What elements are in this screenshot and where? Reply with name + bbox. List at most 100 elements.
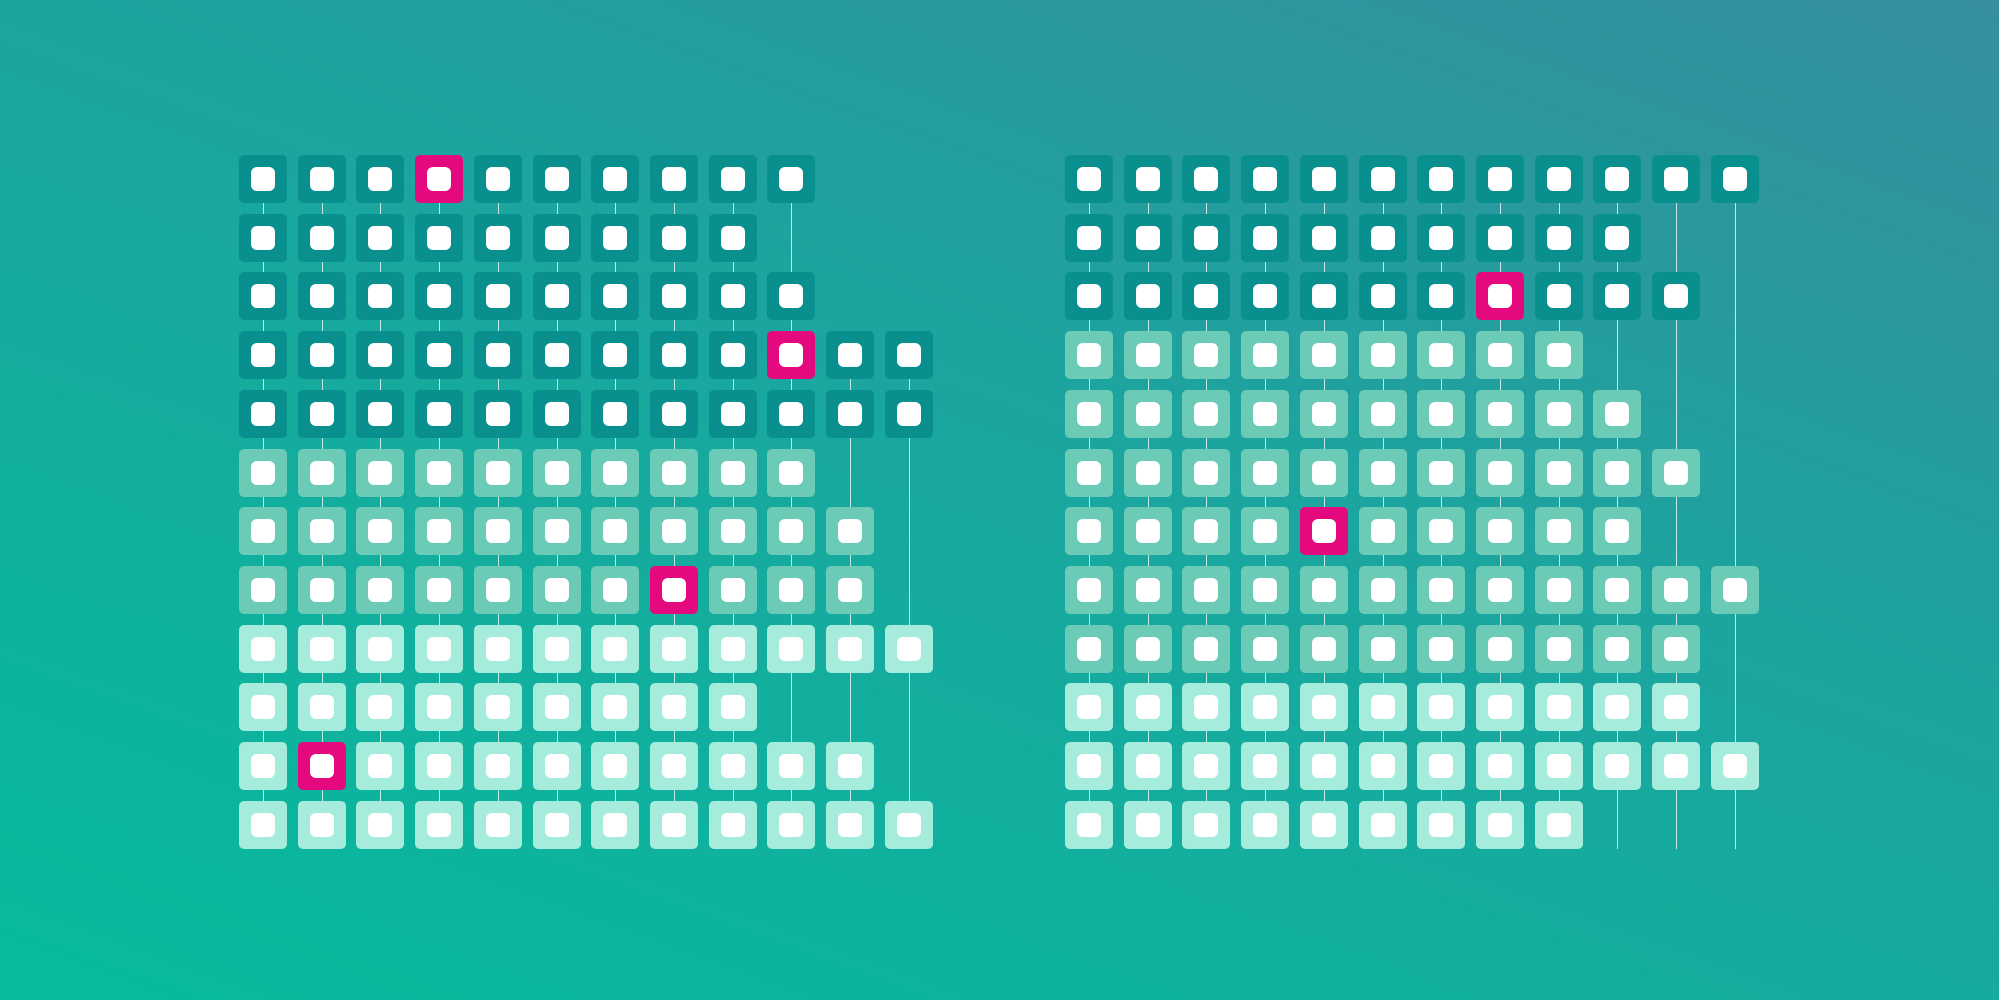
highlighted-tile [297, 742, 346, 790]
tile [591, 331, 640, 380]
tile [649, 742, 698, 790]
tile [1182, 389, 1231, 438]
tile-dot [544, 284, 569, 309]
tile [1065, 331, 1113, 380]
tile [415, 272, 464, 321]
tile [1534, 800, 1583, 849]
tile [473, 272, 522, 321]
tile [473, 624, 522, 673]
tile [297, 389, 346, 438]
tile [1123, 448, 1172, 497]
tile [1593, 272, 1642, 321]
tile-dot [1370, 343, 1395, 368]
tile-dot [720, 343, 745, 368]
tile-dot [1487, 460, 1512, 485]
tile [1652, 155, 1700, 203]
tile [415, 507, 464, 556]
tile [1299, 800, 1348, 849]
tile [1065, 565, 1113, 614]
tile-dot [427, 343, 452, 368]
tile [708, 448, 757, 497]
tile-dot [1429, 343, 1454, 368]
tile-dot [1370, 401, 1395, 426]
tile [1065, 624, 1113, 673]
tile [239, 448, 287, 497]
tile [415, 331, 464, 380]
tile-dot [1664, 754, 1688, 778]
tile [826, 331, 874, 380]
tile-dot [1370, 812, 1395, 837]
tile-dot [1135, 460, 1160, 485]
tile [1182, 800, 1231, 849]
tile-dot [661, 343, 686, 368]
tile-dot [1370, 754, 1395, 778]
tile-dot [544, 519, 569, 544]
tile-dot [1487, 167, 1512, 191]
tile [1534, 683, 1583, 732]
tile-dot [661, 167, 686, 191]
tile [1475, 213, 1524, 262]
tile [473, 507, 522, 556]
tile [356, 742, 405, 790]
tile-dot [720, 401, 745, 426]
tile [1241, 331, 1290, 380]
column-line [1323, 155, 1325, 849]
tile-dot [544, 695, 569, 720]
tile [1182, 272, 1231, 321]
tile [1534, 742, 1583, 790]
tile [1417, 742, 1466, 790]
column-line [615, 155, 617, 849]
tile [1358, 213, 1407, 262]
tile-dot [427, 225, 452, 250]
tile-dot [1429, 577, 1454, 602]
tile [1593, 155, 1642, 203]
tile [1652, 624, 1700, 673]
tile [1182, 213, 1231, 262]
tile-dot [368, 754, 393, 778]
tile-dot [1135, 577, 1160, 602]
tile [1475, 624, 1524, 673]
tile [1241, 213, 1290, 262]
tile-dot [661, 519, 686, 544]
tile [1534, 507, 1583, 556]
tile [532, 213, 581, 262]
tile [356, 448, 405, 497]
highlighted-tile [767, 331, 816, 380]
tile-dot [1487, 343, 1512, 368]
tile-dot [1135, 401, 1160, 426]
tile-dot [1429, 401, 1454, 426]
tile [1534, 331, 1583, 380]
tile-dot [603, 167, 628, 191]
tile [1593, 448, 1642, 497]
tile-dot [838, 519, 862, 544]
tile-dot [1253, 636, 1278, 661]
tile-dot [1135, 636, 1160, 661]
tile [1534, 272, 1583, 321]
tile-dot [251, 401, 275, 426]
tile-dot [1135, 519, 1160, 544]
tile [297, 507, 346, 556]
tile-dot [485, 519, 510, 544]
tile [884, 331, 933, 380]
tile-dot [661, 225, 686, 250]
tile [1299, 565, 1348, 614]
tile [591, 565, 640, 614]
tile-dot [1370, 284, 1395, 309]
tile-dot [1605, 577, 1630, 602]
tile-dot [1077, 636, 1101, 661]
column-line [1676, 155, 1677, 849]
tile-dot [1370, 167, 1395, 191]
tile-dot [1429, 636, 1454, 661]
tile-dot [427, 636, 452, 661]
tile-dot [485, 225, 510, 250]
tile-dot [1135, 695, 1160, 720]
tile-dot [1135, 167, 1160, 191]
tile [1710, 565, 1759, 614]
tile [1123, 565, 1172, 614]
tile [1065, 389, 1113, 438]
tile [767, 272, 816, 321]
tile-dot [427, 695, 452, 720]
tile-dot [720, 519, 745, 544]
tile [1534, 389, 1583, 438]
